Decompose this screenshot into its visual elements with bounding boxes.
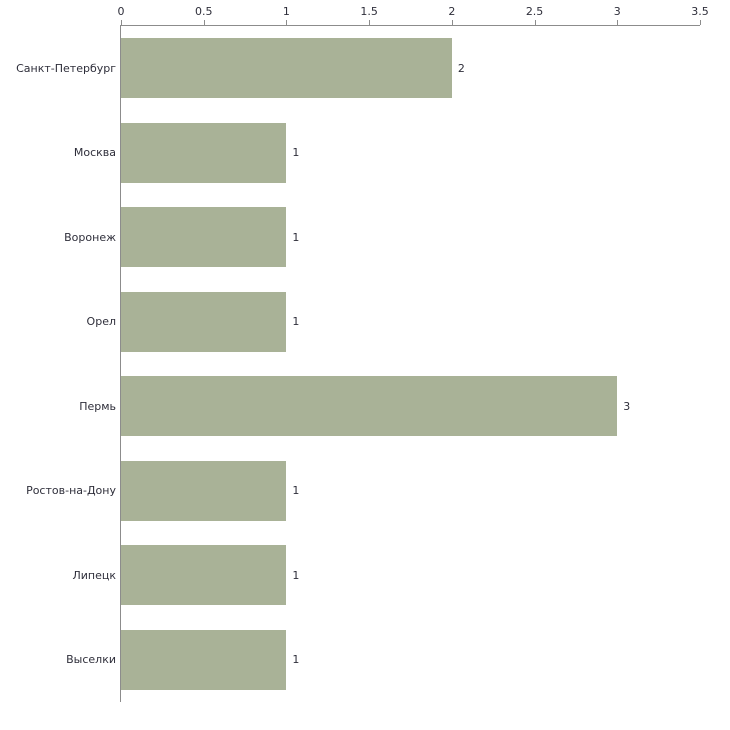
bar-row: Москва 1 xyxy=(74,111,700,196)
bar xyxy=(121,545,287,606)
tick-label: 1.5 xyxy=(360,5,378,18)
category-label: Воронеж xyxy=(64,230,116,244)
bar-row: Липецк 1 xyxy=(72,533,700,618)
bars-container: Санкт-Петербург 2 Москва 1 Воронеж 1 Орел 1 Перм… xyxy=(16,26,700,703)
tick-label: 0 xyxy=(117,5,125,18)
bar xyxy=(121,376,618,437)
tick-mark xyxy=(121,20,122,25)
bar-track: 1 xyxy=(121,618,700,703)
bar-track: 1 xyxy=(121,449,700,534)
bar-track: 1 xyxy=(121,533,700,618)
bar xyxy=(121,122,287,183)
bar-row: Орел 1 xyxy=(87,280,700,365)
tick-label: 2 xyxy=(448,5,456,18)
value-label: 3 xyxy=(623,399,631,413)
bar xyxy=(121,38,452,99)
bar-track: 2 xyxy=(121,26,700,111)
bar-row: Пермь 3 xyxy=(79,364,700,449)
tick-mark xyxy=(617,20,619,25)
value-label: 1 xyxy=(292,146,300,160)
tick-mark xyxy=(369,20,371,25)
tick-label: 2.5 xyxy=(525,5,544,18)
value-label: 1 xyxy=(292,653,300,667)
tick-label: 3.5 xyxy=(691,5,709,18)
bar-row: Воронеж 1 xyxy=(64,195,700,280)
bar-track: 3 xyxy=(121,364,700,449)
category-label: Москва xyxy=(73,146,116,160)
bar xyxy=(121,207,287,268)
tick-mark xyxy=(203,20,205,25)
bar-row: Выселки 1 xyxy=(66,618,700,703)
tick-label: 1 xyxy=(282,5,290,18)
category-label: Орел xyxy=(86,315,116,329)
tick-mark xyxy=(700,20,701,25)
bar-row: Санкт-Петербург 2 xyxy=(16,26,700,111)
tick-mark xyxy=(451,20,453,25)
tick-label: 0.5 xyxy=(194,5,213,18)
bar-track: 1 xyxy=(121,280,700,365)
value-label: 1 xyxy=(292,568,300,582)
category-label: Санкт-Петербург xyxy=(16,61,116,75)
category-label: Липецк xyxy=(72,568,116,582)
category-label: Пермь xyxy=(79,399,116,413)
category-label: Выселки xyxy=(66,653,116,667)
plot-area: 0 0.5 1 1.5 2 2.5 3 3.5 Санкт-Петербург 2 Москва 1… xyxy=(16,5,709,703)
value-label: 2 xyxy=(457,61,465,75)
bar xyxy=(121,629,287,690)
value-label: 1 xyxy=(292,484,300,498)
value-label: 1 xyxy=(292,315,300,329)
category-label: Ростов-на-Дону xyxy=(26,484,116,498)
bar-row: Ростов-на-Дону 1 xyxy=(26,449,700,534)
bar-track: 1 xyxy=(121,111,700,196)
tick-mark xyxy=(534,20,536,25)
tick-label: 3 xyxy=(613,5,621,18)
tick-mark xyxy=(286,20,288,25)
bar-track: 1 xyxy=(121,195,700,280)
bar xyxy=(121,291,287,352)
bar xyxy=(121,460,287,521)
value-label: 1 xyxy=(292,230,300,244)
